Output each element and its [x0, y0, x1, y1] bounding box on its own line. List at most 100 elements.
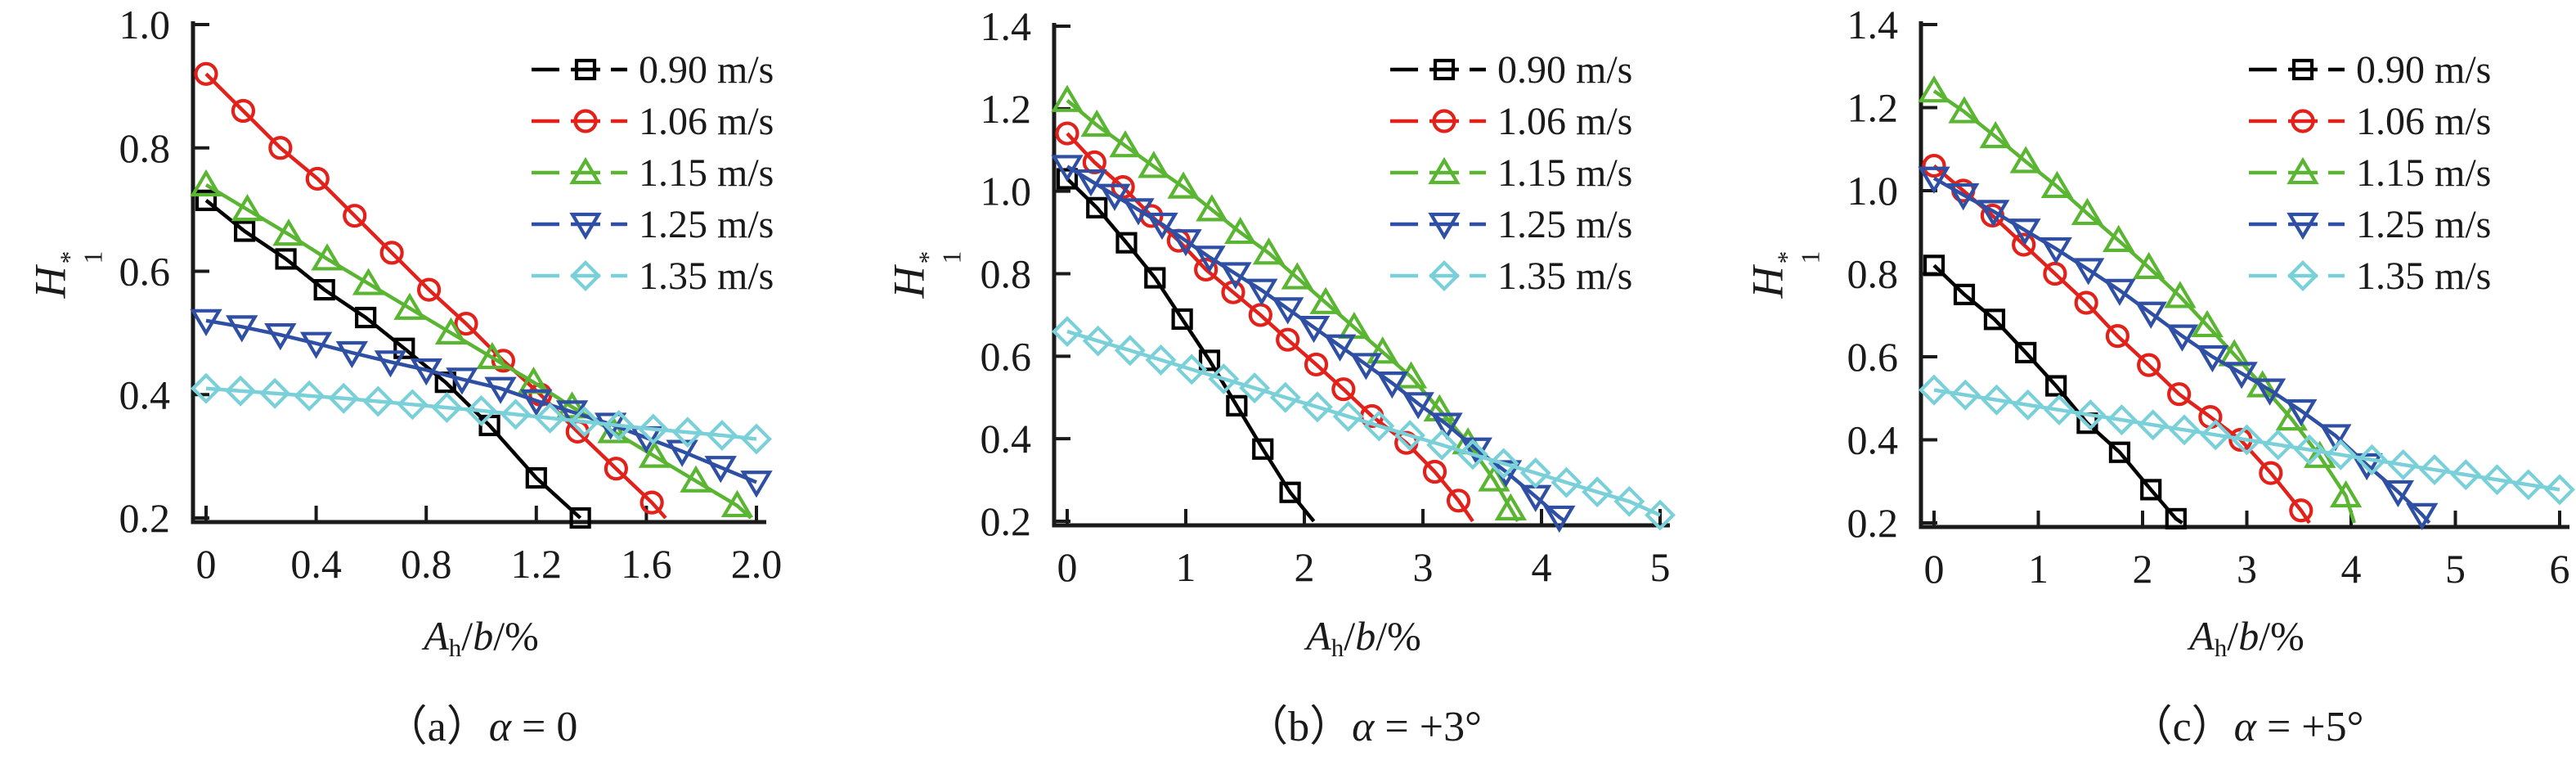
y-tick-label: 0.8 [119, 125, 171, 171]
series-1-06-m-s [1055, 121, 1474, 523]
chart-panel-b: 0.2 0.4 0.6 0.8 1.0 1.2 1.4 0 1 2 3 4 5 0.90 m/s 1.06 … [859, 0, 1717, 761]
y-tick-label: 0.8 [981, 251, 1032, 297]
x-tick-label: 0.8 [401, 541, 452, 587]
legend-label: 1.06 m/s [2356, 100, 2491, 143]
x-title-symbol-2: b [473, 613, 494, 659]
panel-caption-a: （a）α = 0 [385, 691, 578, 753]
y-title-sup: * [1772, 250, 1802, 264]
legend: 0.90 m/s 1.06 m/s 1.15 m/s 1.25 m/s 1.35 m/s [532, 48, 774, 298]
y-title-sup: * [913, 250, 943, 264]
legend-label: 1.15 m/s [2356, 151, 2491, 195]
y-title-symbol: H [884, 265, 934, 299]
series-1-15-m-s [1918, 75, 2363, 524]
caption-alpha: α [2233, 704, 2256, 750]
caption-value: = +3° [1374, 704, 1482, 750]
x-tick-label: 6 [2550, 546, 2570, 592]
legend-label: 1.35 m/s [2356, 254, 2491, 298]
x-tick-label: 3 [2237, 546, 2257, 592]
legend-label: 1.15 m/s [1497, 151, 1632, 195]
x-tick-label: 1.6 [621, 541, 672, 587]
legend-label: 1.25 m/s [639, 203, 774, 246]
y-tick-label: 1.2 [1847, 85, 1899, 131]
y-tick-label: 0.2 [119, 495, 171, 541]
y-tick-label: 1.4 [981, 3, 1032, 49]
legend-label: 1.15 m/s [639, 151, 774, 195]
x-tick-label: 0 [1057, 544, 1078, 590]
series-1-35-m-s [191, 372, 772, 455]
y-tick-label: 0.8 [1847, 251, 1899, 297]
y-title-supsub: * 1 [55, 250, 108, 264]
caption-value: = +5° [2255, 704, 2364, 750]
chart-panel-c: 0.2 0.4 0.6 0.8 1.0 1.2 1.4 0 1 2 3 4 5 6 0.90 m/s 1.06… [1717, 0, 2576, 761]
x-title-subscript: h [448, 633, 462, 662]
x-tick-label: 0 [196, 541, 217, 587]
y-axis-title: H * 1 [25, 250, 108, 299]
y-tick-label: 0.2 [981, 498, 1032, 544]
axes [191, 21, 766, 525]
y-tick-label: 0.2 [1847, 500, 1899, 546]
series-1-35-m-s [1052, 316, 1676, 531]
legend-label: 0.90 m/s [1497, 48, 1632, 92]
legend-label: 1.25 m/s [1497, 203, 1632, 246]
x-tick-label: 3 [1413, 544, 1434, 590]
x-axis-title: Ah/b/% [1306, 612, 1421, 663]
y-title-supsub: * 1 [1772, 250, 1825, 264]
x-title-separator: / [461, 613, 473, 659]
x-axis-title: Ah/b/% [2189, 612, 2304, 663]
x-title-subscript: h [2214, 633, 2228, 662]
caption-value: = 0 [511, 704, 578, 750]
x-tick-label: 4 [1532, 544, 1552, 590]
legend-label: 1.35 m/s [639, 254, 774, 298]
y-tick-label: 0.4 [1847, 417, 1899, 463]
legend-label: 1.06 m/s [639, 100, 774, 143]
legend-label: 1.35 m/s [1497, 254, 1632, 298]
y-title-supsub: * 1 [913, 250, 967, 264]
x-title-symbol-2: b [2238, 613, 2260, 659]
y-title-sub: 1 [1796, 250, 1825, 264]
x-title-separator: / [2227, 613, 2239, 659]
y-title-symbol: H [25, 265, 75, 299]
chart-panel-a: 0.2 0.4 0.6 0.8 1.0 0 0.4 0.8 1.2 1.6 2.0 0.90 m/s 1… [0, 0, 859, 761]
y-tick-label: 1.0 [981, 169, 1032, 214]
y-axis-title: H * 1 [883, 250, 967, 299]
x-tick-label: 2 [2133, 546, 2153, 592]
series-0-90-m-s [1923, 254, 2187, 530]
tick-marks-and-labels: 0.2 0.4 0.6 0.8 1.0 1.2 1.4 0 1 2 3 4 5 6 [1847, 2, 2570, 592]
caption-index: （b） [1245, 704, 1353, 750]
x-tick-label: 5 [2445, 546, 2466, 592]
caption-index: （c） [2129, 704, 2234, 750]
series-1-06-m-s [1922, 153, 2313, 525]
panel-caption-c: （c）α = +5° [2130, 691, 2364, 753]
x-tick-label: 5 [1650, 544, 1671, 590]
x-title-unit: /% [493, 613, 539, 659]
x-tick-label: 1 [1176, 544, 1196, 590]
y-tick-label: 0.6 [119, 249, 171, 295]
caption-alpha: α [1352, 704, 1375, 750]
panel-caption-b: （b）α = +3° [1245, 691, 1482, 753]
x-tick-label: 0.4 [290, 541, 342, 587]
y-tick-label: 1.2 [981, 86, 1032, 132]
x-tick-label: 2.0 [731, 541, 783, 587]
y-tick-label: 1.4 [1847, 2, 1899, 47]
y-tick-label: 0.6 [981, 333, 1032, 379]
y-tick-label: 0.6 [1847, 334, 1899, 380]
x-title-symbol: A [1306, 613, 1331, 659]
series-1-25-m-s [1918, 166, 2439, 530]
series-1-06-m-s [194, 61, 667, 520]
y-tick-label: 1.0 [119, 2, 171, 47]
tick-marks-and-labels: 0.2 0.4 0.6 0.8 1.0 1.2 1.4 0 1 2 3 4 5 [981, 3, 1671, 590]
legend: 0.90 m/s 1.06 m/s 1.15 m/s 1.25 m/s 1.35 m/s [1390, 48, 1632, 298]
y-tick-label: 0.4 [981, 416, 1032, 462]
x-title-unit: /% [1376, 613, 1421, 659]
series-1-15-m-s [1051, 84, 1527, 523]
x-axis-title: Ah/b/% [424, 612, 539, 663]
series-1-25-m-s [1051, 155, 1576, 534]
caption-index: （a） [384, 704, 489, 750]
plot-svg-c: 0.2 0.4 0.6 0.8 1.0 1.2 1.4 0 1 2 3 4 5 6 0.90 m/s 1.06… [1847, 2, 2575, 592]
series-1-35-m-s [1919, 374, 2575, 506]
legend-label: 1.06 m/s [1497, 100, 1632, 143]
x-tick-label: 1.2 [511, 541, 563, 587]
plot-svg-b: 0.2 0.4 0.6 0.8 1.0 1.2 1.4 0 1 2 3 4 5 0.90 m/s 1.06 … [981, 3, 1676, 590]
y-tick-label: 1.0 [1847, 168, 1899, 214]
